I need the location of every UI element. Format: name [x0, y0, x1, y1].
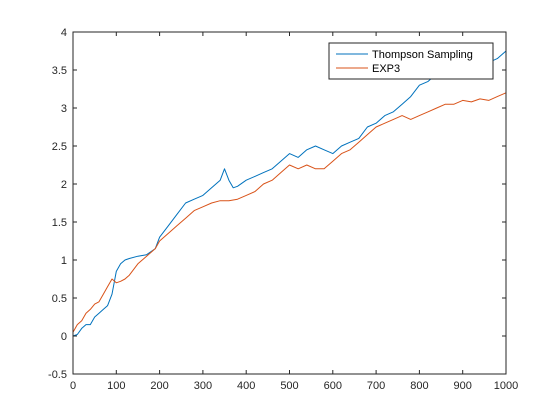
- x-tick-labels: 0 100 200 300 400 500 600 700 800 900 1000: [70, 380, 518, 392]
- x-tick-label: 1000: [494, 380, 518, 392]
- y-tick-label: 4: [61, 27, 67, 39]
- x-tick-label: 900: [454, 380, 472, 392]
- series-layer: [72, 50, 507, 337]
- y-tick-label: 2: [61, 179, 67, 191]
- series-line-exp3: [72, 92, 507, 333]
- series-line-thompson-sampling: [72, 50, 507, 337]
- axes-box: [72, 31, 507, 375]
- plot-area: [73, 32, 506, 374]
- y-tick-labels: -0.5 0 0.5 1 1.5 2 2.5 3 3.5 4: [48, 27, 67, 381]
- x-tick-label: 500: [280, 380, 298, 392]
- x-tick-label: 600: [324, 380, 342, 392]
- x-tick-label: 700: [367, 380, 385, 392]
- y-tick-label: 2.5: [52, 141, 67, 153]
- y-tick-label: 0.5: [52, 293, 67, 305]
- x-tick-label: 100: [107, 380, 125, 392]
- y-tick-label: -0.5: [48, 369, 67, 381]
- y-tick-label: 3: [61, 103, 67, 115]
- y-tick-label: 3.5: [52, 65, 67, 77]
- legend: Thompson Sampling EXP3: [328, 42, 494, 80]
- x-tick-label: 800: [410, 380, 428, 392]
- x-tick-label: 400: [237, 380, 255, 392]
- y-tick-label: 1: [61, 255, 67, 267]
- y-tick-label: 0: [61, 331, 67, 343]
- legend-label-thompson-sampling: Thompson Sampling: [372, 49, 473, 61]
- x-tick-label: 200: [150, 380, 168, 392]
- x-tick-label: 300: [194, 380, 212, 392]
- y-tick-label: 1.5: [52, 217, 67, 229]
- legend-label-exp3: EXP3: [372, 63, 400, 75]
- x-tick-label: 0: [70, 380, 76, 392]
- legend-box: [328, 42, 494, 80]
